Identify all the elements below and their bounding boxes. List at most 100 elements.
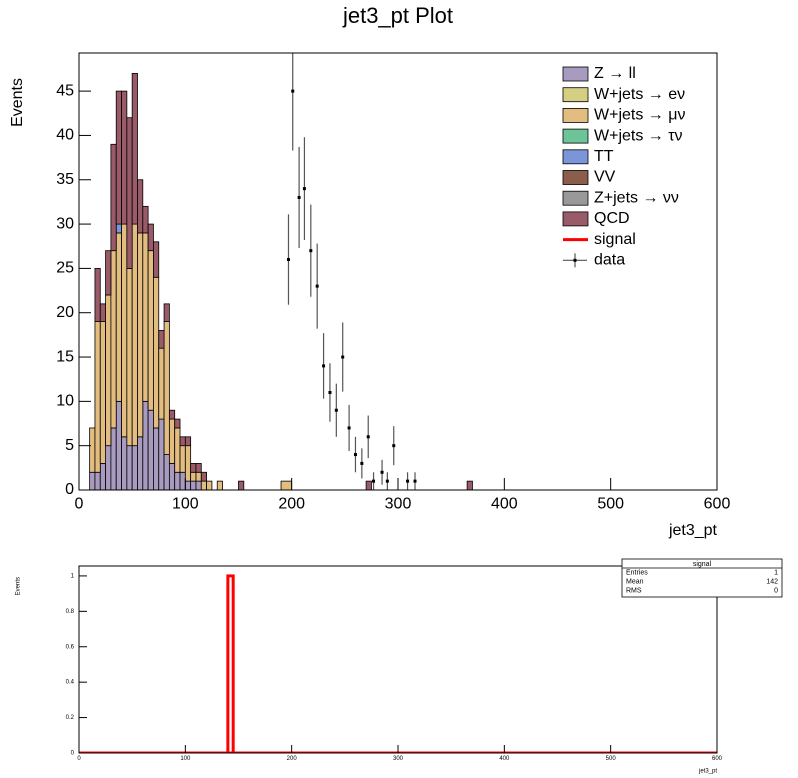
y-tick-label: 0.2 [66, 715, 75, 721]
y-tick-label: 20 [56, 304, 74, 321]
bar [142, 400, 149, 490]
y-tick-label: 35 [56, 171, 74, 188]
y-tick-label: 40 [56, 127, 74, 144]
bar [226, 574, 235, 753]
data-point [291, 89, 295, 93]
bar [115, 400, 122, 490]
bar [238, 480, 245, 490]
bar [153, 241, 160, 278]
bar [179, 445, 186, 473]
bar [110, 250, 117, 429]
bar [137, 179, 144, 234]
legend-symbol [562, 149, 589, 165]
legend-label: VV [594, 169, 616, 186]
bar [190, 463, 197, 473]
data-point [385, 479, 389, 483]
legend-label: Z → ll [594, 65, 636, 82]
y-tick-label: 25 [56, 260, 74, 277]
y-axis-title: Events [16, 577, 22, 595]
x-tick-label: 300 [385, 496, 412, 513]
bar [110, 427, 117, 490]
stats-box [621, 558, 783, 598]
bar [126, 267, 133, 447]
bar [115, 232, 122, 402]
bar [89, 471, 96, 490]
bar [115, 90, 122, 225]
bar [131, 223, 138, 447]
bar [131, 445, 138, 490]
bar [163, 303, 170, 322]
legend-label: signal [594, 231, 636, 248]
bar [115, 223, 122, 234]
bar [94, 321, 101, 473]
bar [99, 303, 106, 322]
legend-symbol [562, 87, 589, 103]
x-axis-title: jet3_pt [698, 769, 717, 775]
data-point [322, 364, 326, 368]
bar [89, 427, 96, 473]
legend-label: W+jets → eν [594, 86, 685, 103]
bar [195, 463, 202, 473]
bar [99, 463, 106, 490]
bar [142, 232, 149, 402]
y-tick-label: 0.6 [66, 644, 75, 650]
y-tick-label: 15 [56, 348, 74, 365]
bar [216, 480, 223, 490]
bar [147, 223, 154, 252]
data-point [286, 258, 290, 262]
bar [121, 90, 128, 225]
legend-label: TT [594, 148, 614, 165]
data-point [392, 444, 396, 448]
stats-key: Entries [626, 569, 648, 576]
y-tick-label: 0 [71, 751, 75, 757]
bar [365, 480, 372, 490]
bar [184, 480, 192, 490]
y-axis-title: Events [9, 78, 26, 127]
y-tick-label: 30 [56, 215, 74, 232]
bar [280, 480, 293, 490]
bar [190, 480, 197, 490]
bar [121, 436, 128, 490]
bar [168, 418, 176, 464]
plot-area [89, 53, 473, 490]
y-tick-label: 5 [65, 437, 74, 454]
chart-title: jet3_pt Plot [342, 3, 453, 28]
legend-symbol [562, 66, 589, 82]
bar [137, 436, 144, 490]
legend-label: QCD [594, 210, 630, 227]
y-tick-label: 0.8 [66, 609, 75, 615]
bar [153, 427, 160, 490]
data-point [302, 187, 306, 191]
stats-value: 1 [774, 569, 778, 576]
y-tick-label: 10 [56, 393, 74, 410]
bar [168, 409, 176, 420]
bar [184, 436, 192, 447]
x-tick-label: 100 [180, 756, 191, 762]
y-tick-label: 0.4 [66, 680, 75, 686]
bar [110, 143, 117, 252]
data-point [297, 195, 301, 199]
bar [174, 427, 181, 473]
x-tick-label: 100 [172, 496, 199, 513]
bar [121, 223, 128, 438]
frame [78, 565, 718, 754]
x-tick-label: 0 [77, 756, 81, 762]
bar [147, 250, 154, 411]
legend-symbol [562, 190, 589, 206]
legend-symbol [573, 258, 577, 262]
x-tick-label: 0 [75, 496, 84, 513]
bar [105, 445, 112, 490]
x-tick-label: 200 [287, 756, 298, 762]
data-point [353, 453, 357, 457]
bar [206, 480, 213, 490]
legend-label: data [594, 252, 625, 269]
y-tick-label: 45 [56, 82, 74, 99]
stats-value: 142 [766, 578, 778, 585]
bar [174, 471, 181, 490]
data-point [347, 426, 351, 430]
data-point [309, 249, 313, 253]
stats-key: Mean [626, 578, 644, 585]
bar [147, 409, 154, 490]
